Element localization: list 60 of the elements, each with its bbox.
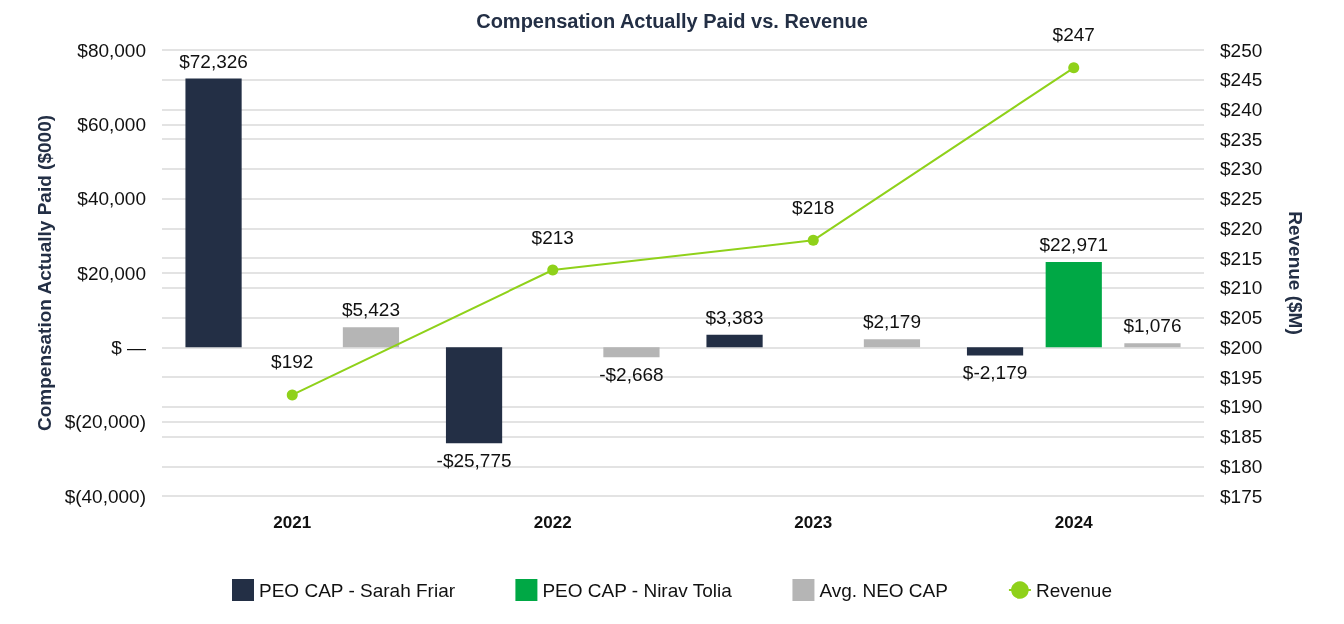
y2-tick-label: $245 <box>1220 69 1263 91</box>
y2-tick-label: $225 <box>1220 188 1263 210</box>
data-label: $3,383 <box>705 306 764 328</box>
y-tick-label: $60,000 <box>77 113 146 135</box>
y2-tick-label: $215 <box>1220 247 1263 269</box>
y2-tick-label: $230 <box>1220 158 1263 180</box>
bar <box>863 339 921 348</box>
legend-label: PEO CAP - Sarah Friar <box>259 579 456 601</box>
y2-tick-label: $210 <box>1220 277 1263 299</box>
data-label: $5,423 <box>341 299 401 321</box>
y2-tick-label: $240 <box>1220 98 1263 120</box>
legend-label: Revenue <box>1035 579 1112 601</box>
bar <box>1124 343 1181 348</box>
bar <box>603 347 660 358</box>
y2-tick-label: $220 <box>1220 217 1263 239</box>
data-label: $-2,179 <box>962 362 1028 384</box>
bar <box>342 327 400 348</box>
y2-tick-label: $205 <box>1220 307 1263 329</box>
y2-tick-label: $185 <box>1220 426 1263 448</box>
data-label: $1,076 <box>1123 315 1182 337</box>
legend-label: PEO CAP - Nirav Tolia <box>542 579 733 601</box>
data-label: $72,326 <box>179 50 248 72</box>
data-label: $22,971 <box>1039 233 1109 255</box>
point <box>1068 62 1080 74</box>
y2-tick-label: $190 <box>1220 396 1263 418</box>
y-tick-label: $(20,000) <box>64 411 146 433</box>
y2-tick-label: $195 <box>1220 366 1263 388</box>
y-tick-label: $20,000 <box>77 262 146 284</box>
y-axis-title: Compensation Actually Paid ($000) <box>33 114 55 432</box>
y-tick-label: $80,000 <box>77 39 146 61</box>
bar <box>706 334 763 348</box>
x-tick-label: 2021 <box>273 513 312 532</box>
y2-tick-label: $235 <box>1220 128 1263 150</box>
point <box>547 264 559 276</box>
y-tick-label: $40,000 <box>77 188 146 210</box>
bar <box>445 347 503 444</box>
data-label: -$25,775 <box>436 450 512 472</box>
legend-label: Avg. NEO CAP <box>819 579 948 601</box>
bar <box>1045 261 1102 348</box>
data-label: $213 <box>531 226 574 248</box>
bar <box>966 347 1024 356</box>
bar <box>185 78 242 348</box>
data-label: -$2,668 <box>599 364 664 386</box>
x-tick-label: 2023 <box>794 513 833 532</box>
data-label: $247 <box>1052 24 1095 46</box>
data-label: $2,179 <box>862 311 922 333</box>
point <box>286 389 298 401</box>
x-tick-label: 2022 <box>533 513 572 532</box>
y-tick-label: $ — <box>111 336 146 358</box>
y2-tick-label: $175 <box>1220 485 1263 507</box>
y-tick-label: $(40,000) <box>64 485 146 507</box>
data-label: $192 <box>271 351 314 373</box>
y2-tick-label: $250 <box>1220 39 1263 61</box>
y2-tick-label: $180 <box>1220 455 1263 477</box>
point <box>807 234 819 246</box>
y2-tick-label: $200 <box>1220 336 1263 358</box>
data-label: $218 <box>792 196 835 218</box>
y2-axis-title: Revenue ($M) <box>1285 211 1306 335</box>
chart-title: Compensation Actually Paid vs. Revenue <box>476 10 868 32</box>
x-tick-label: 2024 <box>1054 513 1094 532</box>
